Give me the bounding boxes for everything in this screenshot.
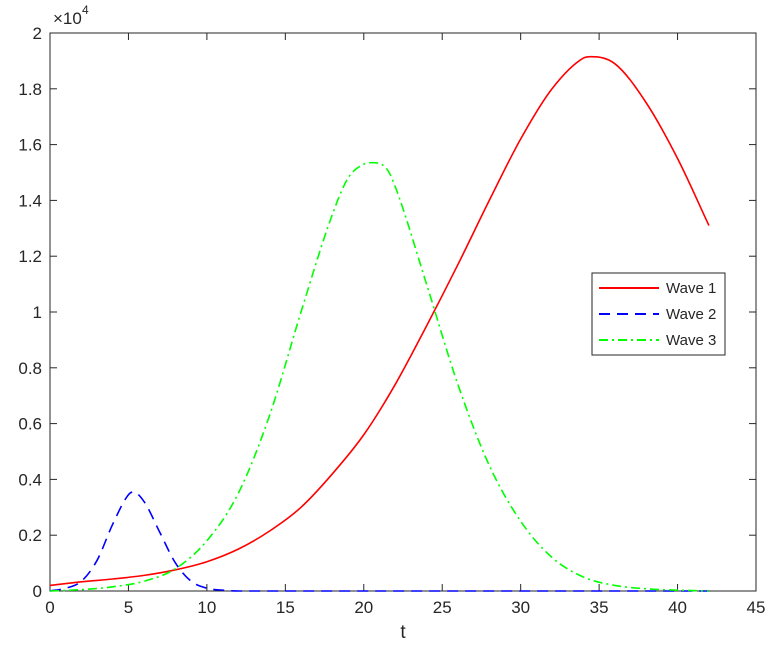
series-line-3 xyxy=(49,161,709,592)
x-tick-label: 10 xyxy=(197,598,216,617)
y-tick-labels: 0 0.2 0.4 0.6 0.8 1 1.2 1.4 1.6 1.8 2 xyxy=(18,24,42,601)
legend: Wave 1 Wave 2 Wave 3 xyxy=(591,272,726,356)
y-exponent-power: 4 xyxy=(82,3,89,17)
series-line-2 xyxy=(49,491,709,592)
y-tick-label: 1.4 xyxy=(18,191,42,210)
x-tick-label: 5 xyxy=(124,598,133,617)
y-tick-label: 0 xyxy=(33,582,42,601)
y-tick-label: 1 xyxy=(33,303,42,322)
series-line-1 xyxy=(49,55,710,587)
legend-label-1: Wave 1 xyxy=(666,280,716,297)
x-tick-label: 35 xyxy=(590,598,609,617)
x-axis-label: t xyxy=(400,622,406,643)
x-tick-label: 40 xyxy=(668,598,687,617)
y-tick-label: 1.2 xyxy=(18,247,42,266)
legend-label-2: Wave 2 xyxy=(666,306,716,323)
y-axis-exponent: ×10 4 xyxy=(53,3,89,28)
y-tick-label: 1.8 xyxy=(18,80,42,99)
y-exponent-base: ×10 xyxy=(53,9,82,28)
y-tick-label: 0.2 xyxy=(18,526,42,545)
x-tick-label: 45 xyxy=(747,598,766,617)
y-tick-label: 0.6 xyxy=(18,415,42,434)
x-tick-labels: 0 5 10 15 20 25 30 35 40 45 xyxy=(45,598,765,617)
x-tick-label: 0 xyxy=(45,598,54,617)
x-tick-label: 30 xyxy=(511,598,530,617)
series-layer xyxy=(49,55,710,592)
y-tick-label: 1.6 xyxy=(18,136,42,155)
y-tick-label: 0.8 xyxy=(18,359,42,378)
y-tick-label: 0.4 xyxy=(18,470,42,489)
legend-label-3: Wave 3 xyxy=(666,332,716,349)
x-tick-label: 20 xyxy=(354,598,373,617)
y-tick-label: 2 xyxy=(33,24,42,43)
x-tick-label: 15 xyxy=(276,598,295,617)
x-tick-label: 25 xyxy=(433,598,452,617)
